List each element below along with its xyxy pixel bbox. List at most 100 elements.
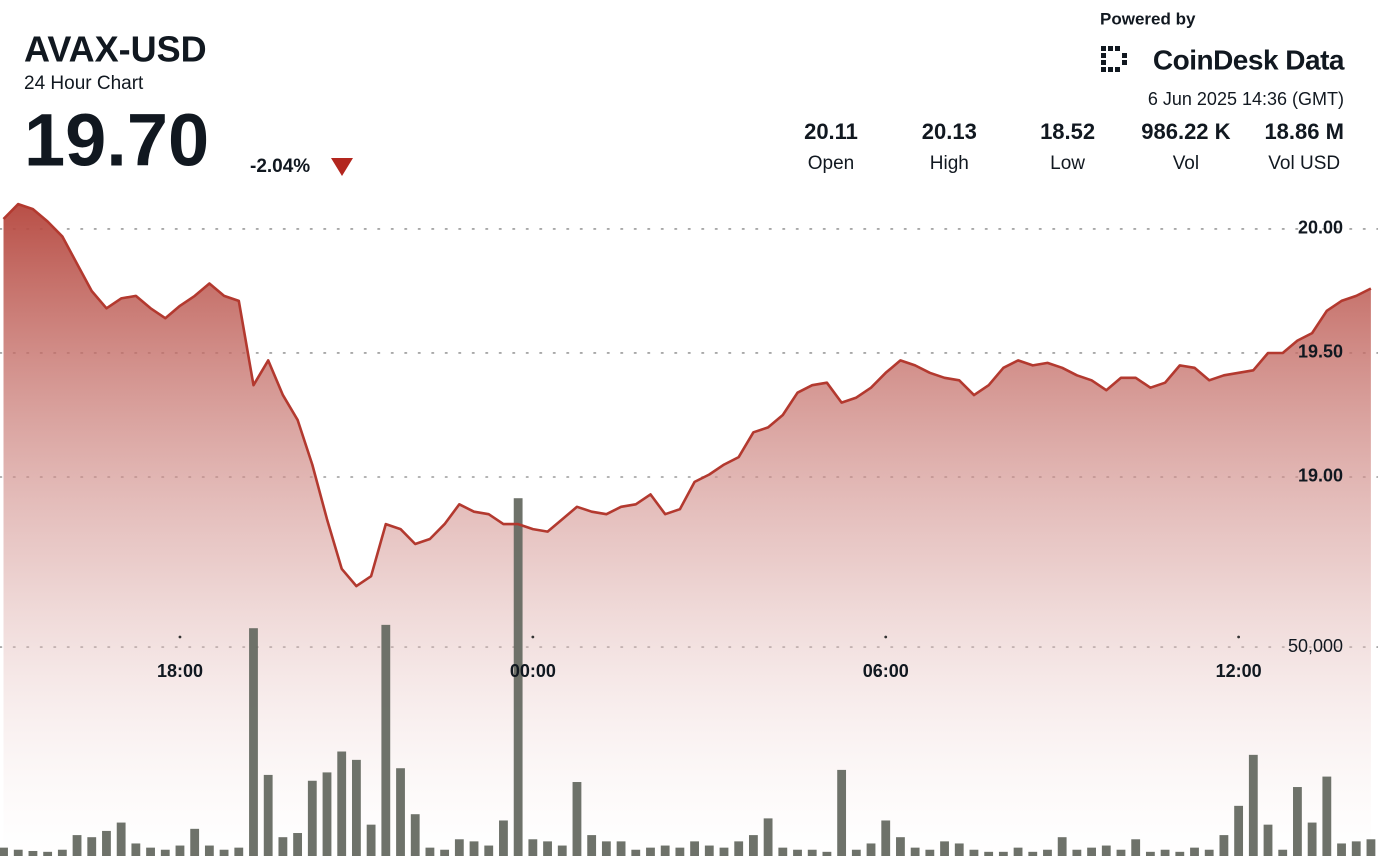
volume-bar [1101, 845, 1111, 856]
volume-bar [881, 820, 891, 856]
x-tick-mark [1237, 635, 1241, 639]
volume-bar [381, 624, 391, 856]
volume-bar [601, 841, 611, 856]
volume-bar [1087, 847, 1096, 856]
chart-subtitle: 24 Hour Chart [24, 73, 144, 94]
brand-logo [1101, 46, 1127, 72]
volume-bar [1351, 841, 1361, 856]
volume-bar [131, 843, 141, 856]
volume-bar [557, 845, 567, 856]
stat-label: Open [808, 153, 854, 174]
volume-bar [1322, 776, 1332, 856]
volume-bar [146, 847, 155, 856]
down-arrow [331, 158, 353, 176]
volume-bar [1190, 847, 1199, 856]
volume-bar [763, 818, 773, 856]
volume-bar [646, 847, 655, 856]
volume-bar [837, 769, 847, 856]
chart-title: AVAX-USD [24, 29, 207, 70]
price-area [3, 204, 1371, 856]
volume-bars [0, 498, 1376, 856]
volume-bar [484, 845, 494, 856]
x-tick-mark [531, 635, 535, 639]
volume-bar [910, 847, 920, 856]
volume-bar [249, 628, 258, 856]
x-tick-label: 06:00 [863, 661, 909, 681]
volume-bar [1337, 843, 1346, 856]
volume-bar [13, 849, 23, 856]
volume-bar [425, 847, 435, 856]
x-tick-label: 18:00 [157, 661, 203, 681]
volume-bar [234, 847, 244, 856]
volume-bar [896, 837, 905, 856]
volume-bar [1043, 849, 1052, 856]
x-tick-mark [178, 635, 182, 639]
volume-bar [660, 845, 670, 856]
x-tick-label: 00:00 [510, 661, 556, 681]
volume-bar [1160, 849, 1170, 856]
volume-bar [616, 841, 626, 856]
volume-bar [278, 837, 288, 856]
volume-bar [528, 839, 538, 856]
volume-bar [793, 849, 802, 856]
volume-bar [704, 845, 714, 856]
volume-bar [307, 780, 317, 856]
plot-area: 19.00 19.50 20.00 50,000 18:00 00:00 06:00 12:0… [0, 202, 1378, 856]
x-tick-mark [884, 635, 888, 639]
volume-bar [410, 814, 420, 856]
volume-bar [454, 839, 464, 856]
volume-bar [190, 828, 200, 856]
stat-label: Vol [1173, 153, 1199, 174]
brand-name: CoinDesk Data [1153, 44, 1345, 75]
volume-bar [160, 849, 170, 856]
stat-value: 20.13 [922, 119, 977, 144]
volume-bar [998, 851, 1008, 856]
volume-bar [1248, 754, 1258, 856]
y-tick-label: 20.00 [1298, 218, 1343, 238]
volume-bar [116, 822, 126, 856]
stat-label: Vol USD [1268, 153, 1340, 174]
volume-bar [984, 851, 994, 856]
y2-tick-label: 50,000 [1288, 636, 1343, 656]
stat-label: High [930, 153, 969, 174]
volume-bar [1013, 847, 1023, 856]
volume-bar [940, 841, 949, 856]
stat-value: 18.52 [1040, 119, 1095, 144]
timestamp: 6 Jun 2025 14:36 (GMT) [1148, 89, 1344, 109]
volume-bar [969, 849, 979, 856]
y-tick-label: 19.00 [1298, 466, 1343, 486]
volume-bar [1072, 849, 1082, 856]
volume-bar [851, 849, 861, 856]
volume-bar [204, 845, 214, 856]
volume-bar [499, 820, 508, 856]
volume-bar [87, 837, 97, 856]
volume-bar [469, 841, 479, 856]
volume-bar [1278, 849, 1288, 856]
volume-bar [0, 847, 8, 856]
volume-bar [1131, 839, 1141, 856]
volume-bar [1204, 849, 1214, 856]
volume-bar [322, 772, 332, 856]
volume-bar [396, 768, 405, 856]
volume-bar [351, 759, 361, 856]
powered-by: Powered by [1100, 9, 1196, 28]
volume-bar [1293, 787, 1302, 856]
volume-bar [690, 841, 699, 856]
price-line [2, 202, 1372, 588]
volume-bar [1028, 851, 1038, 856]
volume-bar [102, 830, 111, 856]
volume-bar [513, 498, 523, 856]
volume-bar [807, 849, 817, 856]
volume-bar [587, 835, 597, 856]
header: AVAX-USD 24 Hour Chart 19.70 -2.04% Powe… [24, 9, 1345, 181]
volume-bar [440, 849, 450, 856]
stat-value: 20.11 [804, 119, 858, 144]
volume-bar [778, 847, 788, 856]
volume-bar [1145, 851, 1155, 856]
volume-bar [28, 850, 38, 856]
stat-value: 986.22 K [1141, 119, 1230, 144]
volume-bar [1116, 849, 1126, 856]
volume-bar [293, 833, 303, 856]
